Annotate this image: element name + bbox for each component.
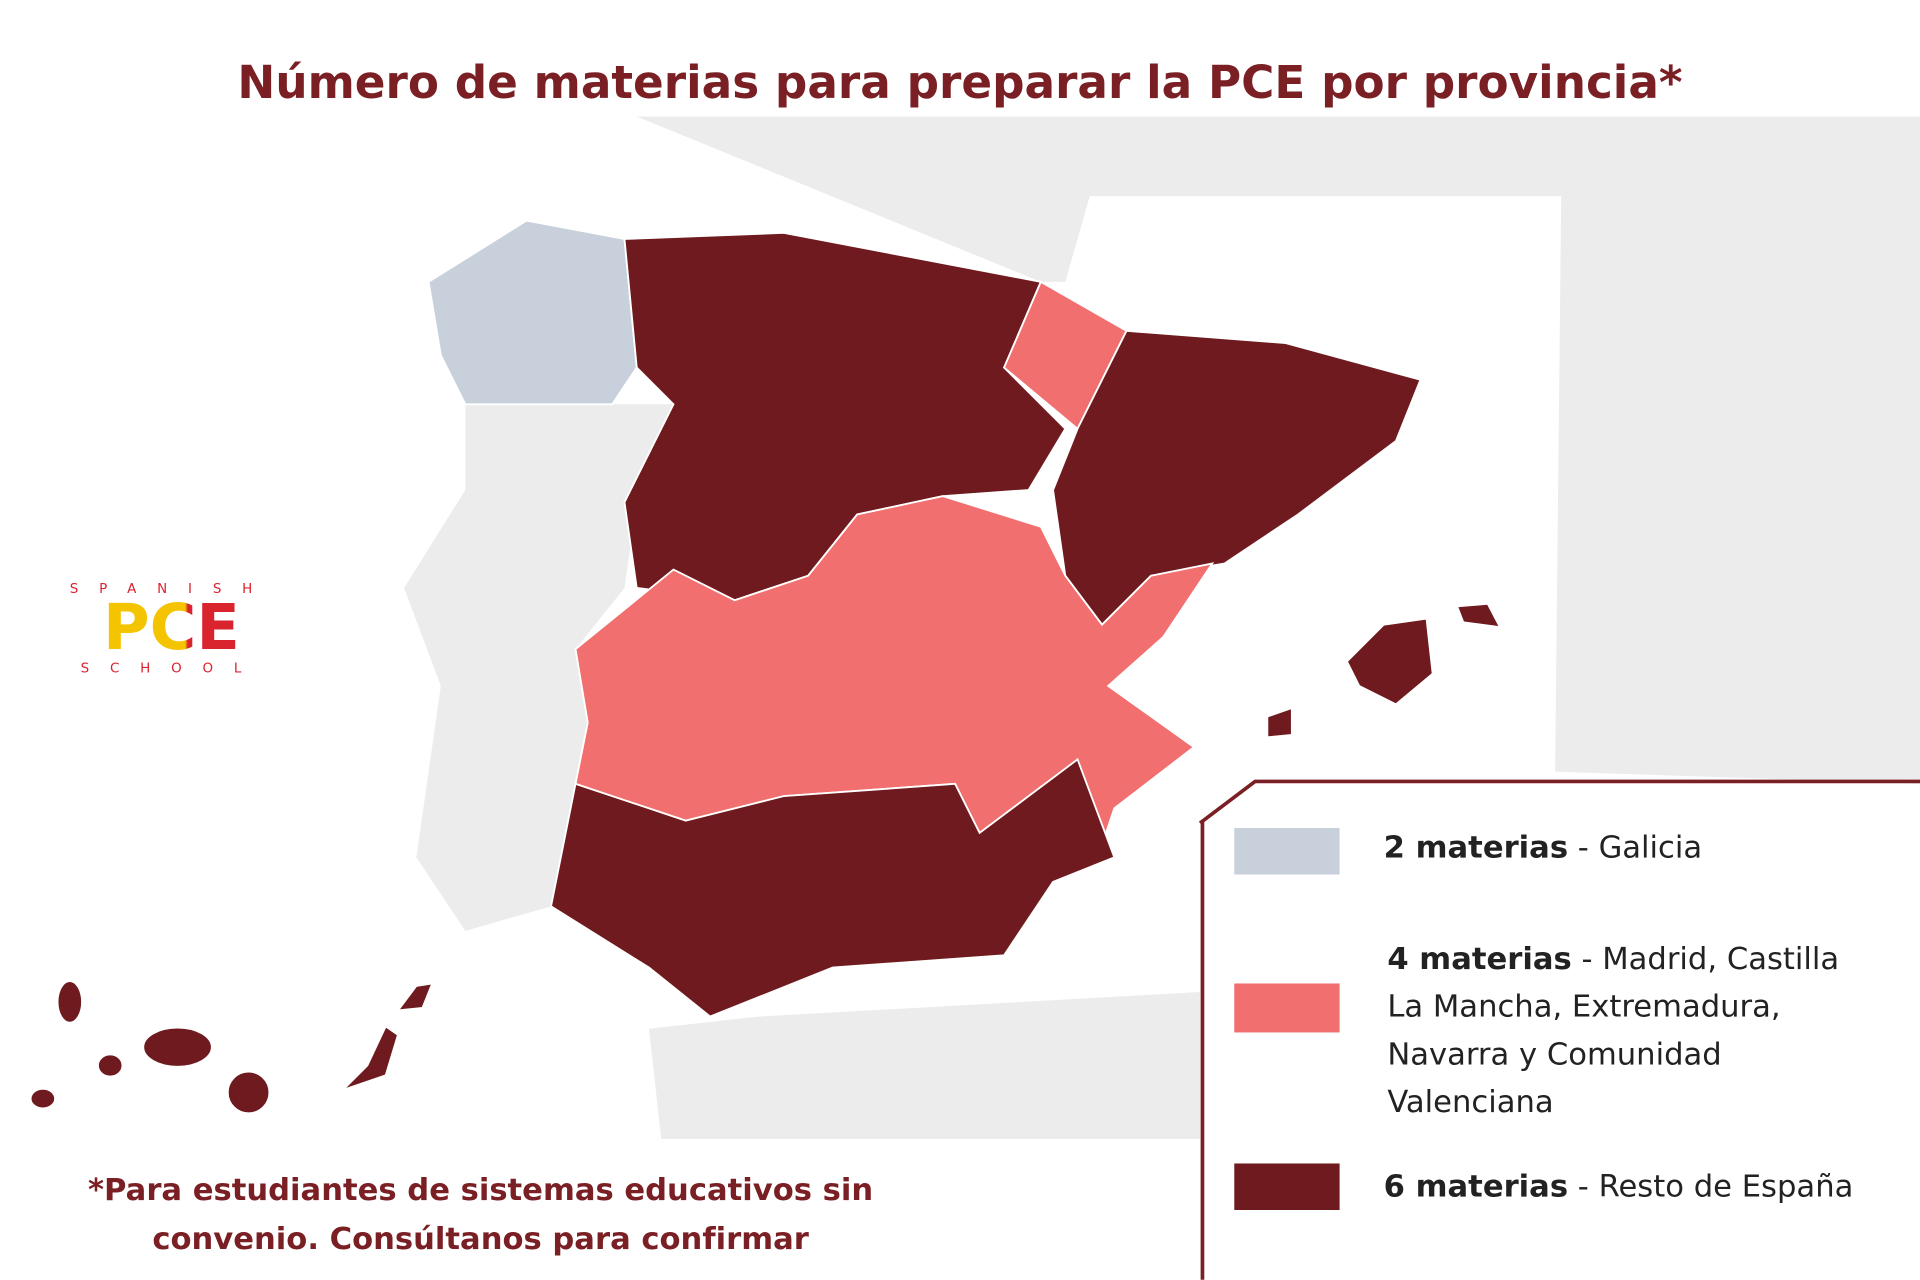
region-south (549, 757, 1116, 1018)
island (97, 1053, 124, 1078)
legend-text: 6 materias - Resto de España (1384, 1162, 1918, 1210)
logo-main: PCE (103, 591, 240, 665)
footnote-box: *Para estudiantes de sistemas educativos… (88, 1172, 874, 1257)
legend-count: 6 materias (1383, 1168, 1569, 1204)
region-mallorca (1345, 617, 1434, 706)
legend-swatch (1234, 983, 1340, 1033)
map (29, 219, 1502, 1115)
island (142, 1026, 213, 1068)
region-center (574, 495, 1215, 847)
legend-text: 4 materias - Madrid, Castilla La Mancha,… (1387, 934, 1852, 1125)
legend-item: 2 materias - Galicia (1384, 823, 1911, 871)
region-ibiza (1266, 706, 1293, 739)
legend-count: 4 materias (1387, 940, 1572, 977)
logo-bottom: SCHOOL (81, 661, 263, 676)
legend-count: 2 materias (1383, 829, 1569, 865)
legend-swatch (1234, 1163, 1340, 1210)
island (56, 980, 83, 1024)
island (29, 1087, 57, 1110)
island (395, 982, 434, 1012)
legend-regions: - Galicia (1577, 829, 1703, 865)
region-menorca (1455, 602, 1502, 629)
logo-top: SPANISH (70, 582, 273, 597)
logo: SPANISH PCE SCHOOL (70, 582, 273, 677)
legend-regions: - Madrid, Castilla La Mancha, Extremadur… (1387, 940, 1840, 1120)
footnote: *Para estudiantes de sistemas educativos… (88, 1172, 874, 1257)
canary-islands (29, 980, 434, 1115)
island (226, 1070, 271, 1115)
title: Número de materias para preparar la PCE … (237, 56, 1682, 109)
legend-swatch (1234, 827, 1340, 875)
legend-item: 4 materias - Madrid, Castilla La Mancha,… (1387, 934, 1852, 1125)
region-galicia (427, 219, 638, 406)
legend-frame (1198, 779, 1920, 825)
neighbour-land (404, 116, 1920, 1139)
island (342, 1024, 400, 1091)
legend-item: 6 materias - Resto de España (1384, 1162, 1918, 1210)
legend-text: 2 materias - Galicia (1384, 823, 1911, 871)
legend-regions: - Resto de España (1577, 1168, 1854, 1204)
